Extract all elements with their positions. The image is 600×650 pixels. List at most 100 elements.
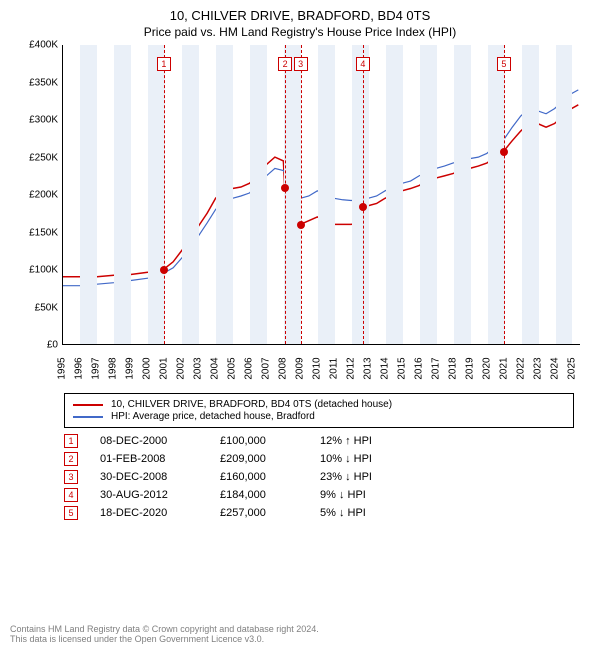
x-tick-label: 2018 (447, 357, 458, 379)
event-row: 430-AUG-2012£184,0009% ↓ HPI (64, 488, 574, 502)
x-tick-label: 2014 (379, 357, 390, 379)
event-marker-number: 3 (294, 57, 308, 71)
x-tick-label: 1998 (107, 357, 118, 379)
event-marker-number: 1 (157, 57, 171, 71)
event-price: £160,000 (220, 471, 320, 483)
x-tick-label: 2015 (396, 357, 407, 379)
x-tick-label: 2001 (158, 357, 169, 379)
x-tick-label: 1995 (57, 357, 68, 379)
legend-item: 10, CHILVER DRIVE, BRADFORD, BD4 0TS (de… (73, 399, 565, 410)
year-band (454, 45, 471, 344)
x-tick-label: 2025 (566, 357, 577, 379)
legend-item: HPI: Average price, detached house, Brad… (73, 411, 565, 422)
event-number-box: 5 (64, 506, 78, 520)
x-tick-label: 2010 (311, 357, 322, 379)
event-date: 18-DEC-2020 (100, 507, 220, 519)
x-tick-label: 2005 (226, 357, 237, 379)
event-date: 30-DEC-2008 (100, 471, 220, 483)
event-date: 01-FEB-2008 (100, 453, 220, 465)
x-tick-label: 1997 (90, 357, 101, 379)
x-tick-label: 2007 (260, 357, 271, 379)
x-tick-label: 2013 (362, 357, 373, 379)
event-number-box: 3 (64, 470, 78, 484)
x-tick-label: 2023 (532, 357, 543, 379)
chart: £0£50K£100K£150K£200K£250K£300K£350K£400… (20, 45, 580, 385)
x-tick-label: 2009 (294, 357, 305, 379)
x-tick-label: 2008 (277, 357, 288, 379)
event-row: 330-DEC-2008£160,00023% ↓ HPI (64, 470, 574, 484)
year-band (284, 45, 301, 344)
x-tick-label: 2012 (345, 357, 356, 379)
x-tick-label: 2002 (175, 357, 186, 379)
event-marker-line (301, 45, 302, 344)
legend-label: 10, CHILVER DRIVE, BRADFORD, BD4 0TS (de… (111, 399, 392, 410)
event-relative: 10% ↓ HPI (320, 453, 372, 465)
event-relative: 12% ↑ HPI (320, 435, 372, 447)
event-price: £257,000 (220, 507, 320, 519)
event-price: £184,000 (220, 489, 320, 501)
event-date: 08-DEC-2000 (100, 435, 220, 447)
year-band (148, 45, 165, 344)
event-date: 30-AUG-2012 (100, 489, 220, 501)
year-band (522, 45, 539, 344)
year-band (216, 45, 233, 344)
event-marker-line (164, 45, 165, 344)
footer-line2: This data is licensed under the Open Gov… (10, 634, 590, 644)
y-tick-label: £350K (29, 77, 58, 88)
year-band (556, 45, 573, 344)
x-tick-label: 2019 (464, 357, 475, 379)
year-band (386, 45, 403, 344)
year-band (80, 45, 97, 344)
event-row: 5 18-DEC-2020£257,0005% ↓ HPI (64, 506, 574, 520)
event-row: 2 01-FEB-2008£209,00010% ↓ HPI (64, 452, 574, 466)
x-tick-label: 2021 (498, 357, 509, 379)
event-marker-dot (297, 221, 305, 229)
x-tick-label: 2000 (141, 357, 152, 379)
event-relative: 5% ↓ HPI (320, 507, 366, 519)
y-tick-label: £50K (35, 302, 58, 313)
event-marker-dot (359, 203, 367, 211)
y-axis: £0£50K£100K£150K£200K£250K£300K£350K£400… (20, 45, 62, 345)
y-tick-label: £400K (29, 40, 58, 51)
year-band (420, 45, 437, 344)
y-tick-label: £150K (29, 227, 58, 238)
event-relative: 9% ↓ HPI (320, 489, 366, 501)
event-row: 108-DEC-2000£100,00012% ↑ HPI (64, 434, 574, 448)
event-price: £209,000 (220, 453, 320, 465)
event-number-box: 2 (64, 452, 78, 466)
x-tick-label: 1999 (124, 357, 135, 379)
plot-area: 12345 (62, 45, 580, 345)
x-tick-label: 2017 (430, 357, 441, 379)
event-marker-dot (500, 148, 508, 156)
x-axis: 1995199619971998199920002001200220032004… (62, 345, 580, 385)
event-price: £100,000 (220, 435, 320, 447)
x-tick-label: 1996 (73, 357, 84, 379)
y-tick-label: £250K (29, 152, 58, 163)
page-subtitle: Price paid vs. HM Land Registry's House … (10, 25, 590, 39)
year-band (352, 45, 369, 344)
legend-swatch (73, 416, 103, 418)
year-band (488, 45, 505, 344)
y-tick-label: £100K (29, 265, 58, 276)
x-tick-label: 2020 (481, 357, 492, 379)
legend-swatch (73, 404, 103, 406)
event-marker-line (363, 45, 364, 344)
event-marker-number: 4 (356, 57, 370, 71)
y-tick-label: £0 (47, 340, 58, 351)
legend: 10, CHILVER DRIVE, BRADFORD, BD4 0TS (de… (64, 393, 574, 428)
event-marker-line (504, 45, 505, 344)
event-marker-number: 5 (497, 57, 511, 71)
event-marker-number: 2 (278, 57, 292, 71)
x-tick-label: 2006 (243, 357, 254, 379)
footer-line1: Contains HM Land Registry data © Crown c… (10, 624, 590, 634)
page-title: 10, CHILVER DRIVE, BRADFORD, BD4 0TS (10, 8, 590, 23)
x-tick-label: 2016 (413, 357, 424, 379)
year-band (250, 45, 267, 344)
year-band (318, 45, 335, 344)
year-band (114, 45, 131, 344)
events-table: 108-DEC-2000£100,00012% ↑ HPI 2 01-FEB-200… (64, 434, 574, 520)
x-tick-label: 2003 (192, 357, 203, 379)
event-marker-dot (160, 266, 168, 274)
x-tick-label: 2024 (549, 357, 560, 379)
x-tick-label: 2004 (209, 357, 220, 379)
